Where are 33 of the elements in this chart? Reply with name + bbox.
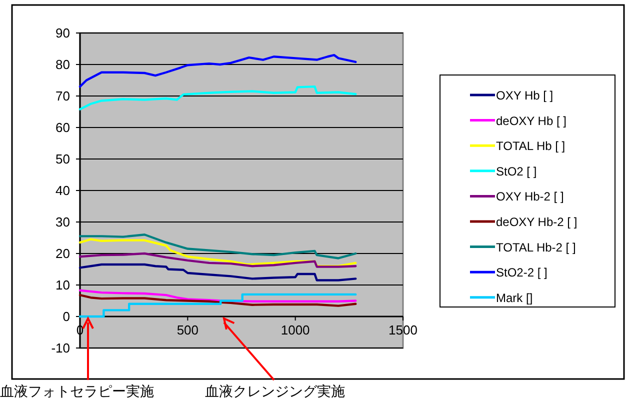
legend-label: StO2-2 [ ] xyxy=(496,266,548,280)
text: 血液クレンジング実施 xyxy=(205,384,345,400)
x-tick-label: 500 xyxy=(176,322,199,338)
x-tick-label: 1000 xyxy=(280,322,310,338)
y-tick-label: 20 xyxy=(56,246,70,261)
y-tick-label: 0 xyxy=(62,309,70,324)
line-series xyxy=(78,54,357,88)
line-series xyxy=(78,85,357,110)
y-tick-label: 70 xyxy=(56,88,70,104)
line-series xyxy=(78,294,357,307)
legend-label: TOTAL Hb-2 [ ] xyxy=(496,240,576,254)
y-tick-label: 40 xyxy=(56,183,70,198)
line-series xyxy=(78,238,357,268)
legend-label: TOTAL Hb [ ] xyxy=(496,139,566,154)
y-tick-label: 60 xyxy=(56,120,70,135)
line-series xyxy=(78,252,357,268)
legend-label: StO2 [ ] xyxy=(496,164,537,178)
y-tick-label: 50 xyxy=(56,152,70,166)
line-series xyxy=(78,289,357,302)
legend-label: Mark [] xyxy=(496,290,533,305)
text: 血液フォトセラピー実施 xyxy=(0,384,154,400)
legend-label: deOXY Hb [ ] xyxy=(496,114,566,128)
legend-label: OXY Hb-2 [ ] xyxy=(496,190,564,204)
x-tick-label: 1500 xyxy=(388,322,418,338)
y-tick-label: 10 xyxy=(56,278,70,292)
legend-label: deOXY Hb-2 [ ] xyxy=(496,215,578,229)
line-series xyxy=(78,234,357,260)
y-tick-label: 90 xyxy=(56,26,70,40)
y-tick-label: -10 xyxy=(51,340,70,356)
line-series xyxy=(78,263,357,282)
y-tick-label: 80 xyxy=(56,57,70,72)
legend-label: OXY Hb [ ] xyxy=(496,88,554,102)
y-tick-label: 30 xyxy=(56,214,70,230)
